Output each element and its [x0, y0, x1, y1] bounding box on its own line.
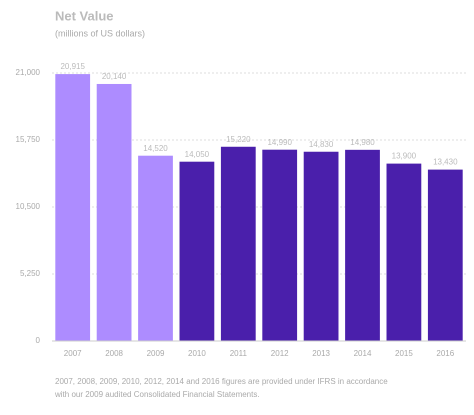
- bar: [386, 163, 422, 341]
- x-tick-label: 2012: [271, 349, 289, 358]
- y-tick-label: 10,500: [16, 202, 41, 211]
- bar: [345, 149, 380, 341]
- data-label: 20,140: [102, 72, 127, 81]
- x-tick-label: 2014: [354, 349, 372, 358]
- bar: [427, 169, 463, 341]
- bar: [179, 161, 215, 341]
- x-tick-label: 2007: [64, 349, 82, 358]
- y-tick-label: 21,000: [16, 68, 41, 77]
- x-tick-label: 2016: [436, 349, 454, 358]
- bar: [220, 146, 256, 341]
- x-tick-label: 2009: [147, 349, 165, 358]
- x-tick-label: 2013: [312, 349, 330, 358]
- bar: [138, 155, 173, 341]
- chart-title: Net Value: [55, 8, 114, 23]
- bar: [55, 74, 91, 341]
- footnote: 2007, 2008, 2009, 2010, 2012, 2014 and 2…: [55, 377, 388, 386]
- x-tick-label: 2011: [230, 349, 248, 358]
- y-tick-label: 5,250: [20, 269, 41, 278]
- data-label: 13,430: [433, 158, 458, 167]
- y-tick-label: 15,750: [16, 135, 41, 144]
- data-label: 14,520: [143, 144, 168, 153]
- data-label: 20,915: [60, 62, 85, 71]
- data-label: 14,830: [309, 140, 334, 149]
- bar: [262, 149, 298, 341]
- data-label: 14,050: [185, 150, 210, 159]
- data-label: 14,990: [267, 138, 292, 147]
- bar: [96, 83, 132, 342]
- data-label: 15,220: [226, 135, 251, 144]
- x-tick-label: 2010: [188, 349, 206, 358]
- x-tick-label: 2015: [395, 349, 413, 358]
- data-label: 13,900: [392, 152, 417, 161]
- bar: [303, 151, 339, 341]
- y-tick-label: 0: [36, 336, 41, 345]
- data-label: 14,980: [350, 138, 375, 147]
- chart-subtitle: (millions of US dollars): [55, 28, 145, 38]
- x-tick-label: 2008: [105, 349, 123, 358]
- footnote: with our 2009 audited Consolidated Finan…: [54, 390, 260, 399]
